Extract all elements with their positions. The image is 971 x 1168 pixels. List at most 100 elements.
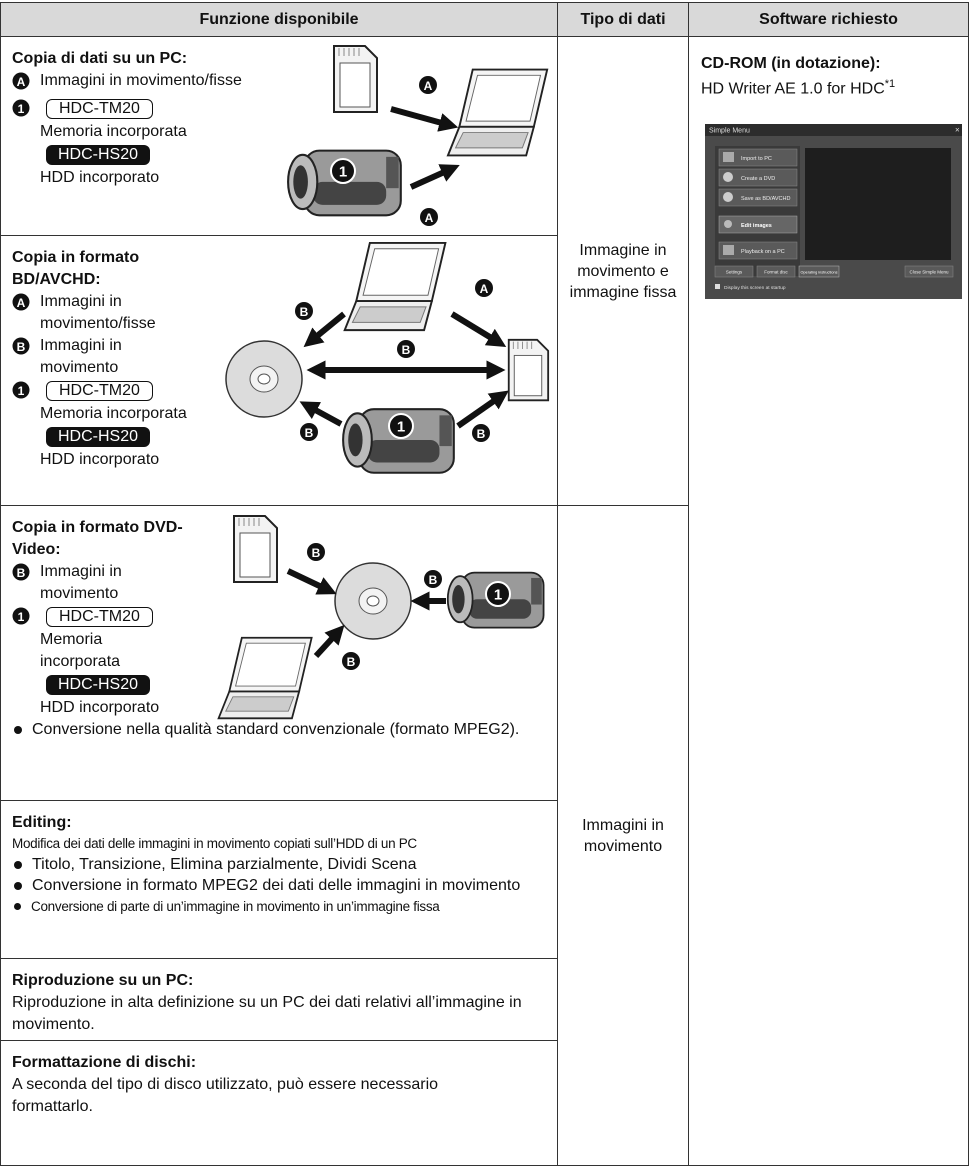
row-text: Riproduzione in alta definizione su un P… — [12, 994, 522, 1033]
item: 1 HDC-TM20 Memoria incorporata HDC-HS20 … — [12, 97, 282, 189]
menu-button: Edit images — [741, 223, 772, 229]
row-title: Formattazione di dischi: — [12, 1054, 197, 1071]
window-title: Simple Menu — [709, 128, 750, 135]
bullet: Titolo, Transizione, Elimina parzialment… — [12, 854, 547, 875]
badge: 1 — [12, 607, 30, 625]
badge-text: B — [17, 340, 26, 354]
software-cell: CD-ROM (in dotazione): HD Writer AE 1.0 … — [688, 36, 969, 1166]
menu-button: Import to PC — [741, 156, 772, 162]
header-cell: Tipo di dati — [557, 2, 689, 37]
item-text: HDD incorporato — [40, 451, 160, 468]
data-type-cell: Immagini in movimento — [557, 505, 689, 1166]
diagram-badge: A — [480, 282, 489, 296]
bullet: Conversione nella qualità standard conve… — [12, 719, 542, 741]
badge: A — [12, 293, 30, 311]
item: A Immagini in movimento/fisse — [12, 291, 202, 335]
item-text: HDD incorporato — [40, 699, 160, 716]
checkbox-label: Display this screen at startup — [724, 285, 786, 291]
model-tag: HDC-TM20 — [46, 607, 153, 627]
cell-text: Copia in formato BD/AVCHD: A Immagini in… — [12, 247, 202, 471]
menu-buttons: Import to PC Create a DVD Save as BD/AVC… — [718, 148, 798, 260]
item: A Immagini in movimento/fisse — [12, 70, 282, 97]
note-mark: *1 — [884, 78, 896, 90]
item-text: Immagini in movimento — [40, 337, 122, 376]
badge: 1 — [12, 99, 30, 117]
footer-button: Operating instructions — [801, 271, 838, 275]
bullet-text: Conversione in formato MPEG2 dei dati de… — [32, 877, 521, 894]
note: Conversione nella qualità standard conve… — [32, 721, 520, 738]
badge: A — [12, 72, 30, 90]
badge-text: 1 — [18, 610, 25, 624]
diagram-badge: B — [312, 546, 321, 560]
cell-text: Editing: Modifica dei dati delle immagin… — [12, 812, 547, 917]
item: B Immagini in movimento — [12, 561, 152, 605]
badge-text: 1 — [18, 102, 25, 116]
diagram-badge: 1 — [494, 587, 502, 604]
item: B Immagini in movimento — [12, 335, 202, 379]
row-title: Copia in formato DVD-Video: — [12, 519, 183, 558]
model-tag: HDC-HS20 — [46, 675, 151, 695]
badge-text: A — [17, 296, 26, 310]
model-tag: HDC-HS20 — [46, 427, 151, 447]
diagram-badge: 1 — [339, 164, 347, 181]
function-cell: Copia in formato BD/AVCHD: A Immagini in… — [0, 235, 558, 506]
diagram-badge: B — [477, 427, 486, 441]
item-text: Immagini in movimento — [40, 563, 122, 602]
footer-button: Format disc — [764, 270, 788, 275]
item-text: Immagini in movimento/fisse — [40, 72, 242, 89]
bullet-text: Titolo, Transizione, Elimina parzialment… — [32, 856, 417, 873]
item-text: Memoria incorporata — [40, 405, 187, 422]
function-cell: Copia in formato DVD-Video: B Immagini i… — [0, 505, 558, 801]
software-name: HD Writer AE 1.0 for HDC — [701, 80, 885, 98]
bullet: Conversione di parte di un’immagine in m… — [12, 896, 547, 917]
cell-text: Copia in formato DVD-Video: B Immagini i… — [12, 517, 542, 741]
bullet: Conversione in formato MPEG2 dei dati de… — [12, 875, 547, 896]
badge-text: A — [17, 75, 26, 89]
menu-button: Create a DVD — [741, 176, 775, 182]
row-title: Copia di dati su un PC: — [12, 50, 188, 67]
illustration: B A B 1 B B — [225, 241, 550, 474]
diagram-badge: A — [425, 211, 434, 225]
header-cell: Software richiesto — [688, 2, 969, 37]
badge: 1 — [12, 381, 30, 399]
footer-button: Settings — [726, 270, 743, 275]
model-tag: HDC-TM20 — [46, 381, 153, 401]
badge-text: 1 — [18, 384, 25, 398]
badge-text: B — [17, 566, 26, 580]
illustration: A 1 A — [287, 45, 549, 226]
cell-text: Copia di dati su un PC: A Immagini in mo… — [12, 48, 282, 189]
function-cell: Copia di dati su un PC: A Immagini in mo… — [0, 36, 558, 236]
function-cell: Formattazione di dischi: A seconda del t… — [0, 1040, 558, 1166]
item-text: HDD incorporato — [40, 169, 160, 186]
software-screenshot: Simple Menu × Import to PC Create a DVD … — [705, 124, 962, 299]
menu-button: Playback on a PC — [741, 249, 785, 255]
window-close: × — [955, 126, 960, 135]
item-text: Memoria incorporata — [40, 123, 187, 140]
data-type: Immagini in movimento — [582, 816, 664, 855]
diagram-badge: B — [305, 426, 314, 440]
software-text: CD-ROM (in dotazione): HD Writer AE 1.0 … — [701, 54, 895, 99]
diagram-badge: B — [300, 305, 309, 319]
function-cell: Riproduzione su un PC: Riproduzione in a… — [0, 958, 558, 1041]
item: 1 HDC-TM20 Memoria incorporata HDC-HS20 … — [12, 605, 159, 719]
footer-buttons: Settings Format disc Operating instructi… — [714, 265, 954, 278]
footer-button: Close Simple Menu — [909, 270, 949, 275]
menu-button: Save as BD/AVCHD — [741, 196, 790, 202]
model-tag: HDC-TM20 — [46, 99, 153, 119]
cell-text: Formattazione di dischi: A seconda del t… — [12, 1052, 482, 1118]
function-cell: Editing: Modifica dei dati delle immagin… — [0, 800, 558, 959]
row-text: A seconda del tipo di disco utilizzato, … — [12, 1076, 439, 1115]
data-type: Immagine in movimento e immagine fissa — [569, 241, 677, 301]
badge: B — [12, 337, 30, 355]
cell-text: Riproduzione su un PC: Riproduzione in a… — [12, 970, 547, 1036]
row-title: Editing: — [12, 814, 72, 831]
diagram-badge: B — [402, 343, 411, 357]
item: 1 HDC-TM20 Memoria incorporata HDC-HS20 … — [12, 379, 202, 471]
badge: B — [12, 563, 30, 581]
item-text: Immagini in movimento/fisse — [40, 293, 156, 332]
row-title: Riproduzione su un PC: — [12, 972, 194, 989]
row-title: Copia in formato BD/AVCHD: — [12, 249, 140, 288]
software-title: CD-ROM (in dotazione): — [701, 55, 881, 72]
header-cell: Funzione disponibile — [0, 2, 558, 37]
